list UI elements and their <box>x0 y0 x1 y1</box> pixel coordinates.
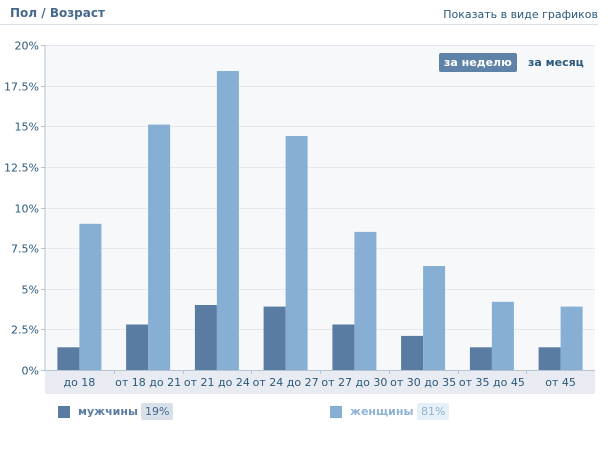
x-tick-label: от 24 до 27 <box>253 376 319 389</box>
x-tick-label: от 27 до 30 <box>321 376 387 389</box>
y-tick-label: 12.5% <box>4 162 39 175</box>
y-tick-label: 0% <box>22 365 39 378</box>
legend-share-male: 19% <box>141 403 174 420</box>
header: Пол / Возраст Показать в виде графиков <box>0 0 598 25</box>
bar-male <box>57 347 80 371</box>
x-tick-label: от 35 до 45 <box>459 376 525 389</box>
bar-male <box>332 324 355 370</box>
period-week-button[interactable]: за неделю <box>439 53 517 72</box>
show-as-graphs-link[interactable]: Показать в виде графиков <box>443 8 598 21</box>
bar-female <box>560 306 583 370</box>
y-tick-label: 5% <box>22 284 39 297</box>
bar-male <box>263 306 286 370</box>
bar-female <box>148 124 171 370</box>
y-tick-label: 20% <box>15 40 39 53</box>
bar-female <box>354 231 377 370</box>
period-month-button[interactable]: за месяц <box>528 56 584 69</box>
bar-male <box>469 347 492 371</box>
y-tick-label: 7.5% <box>11 243 39 256</box>
legend-swatch-male[interactable] <box>58 406 70 418</box>
y-tick-label: 15% <box>15 121 39 134</box>
bar-male <box>401 335 424 370</box>
y-tick-label: 10% <box>15 203 39 216</box>
x-tick-label: от 18 до 21 <box>115 376 181 389</box>
bar-male <box>126 324 149 370</box>
bar-female <box>423 266 446 370</box>
legend-label-male[interactable]: мужчины <box>78 405 138 418</box>
bars <box>57 71 583 371</box>
legend-label-female[interactable]: женщины <box>350 405 414 418</box>
grid-lines <box>45 45 595 330</box>
legend-swatch-female[interactable] <box>330 406 342 418</box>
page-title: Пол / Возраст <box>10 6 105 20</box>
bar-male <box>538 347 561 371</box>
y-axis-ticks: 0% 2.5% 5% 7.5% 10% 12.5% 15% 17.5% 20% <box>4 40 45 378</box>
x-axis-ticks: до 18 от 18 до 21 от 21 до 24 от 24 до 27 от… <box>63 370 576 389</box>
y-tick-label: 2.5% <box>11 324 39 337</box>
x-tick-label: до 18 <box>63 376 95 389</box>
bar-male <box>194 305 217 370</box>
bar-female <box>79 223 102 371</box>
bar-female <box>216 71 239 370</box>
x-tick-label: от 30 до 35 <box>390 376 456 389</box>
bar-female <box>285 136 308 370</box>
bar-chart: 0% 2.5% 5% 7.5% 10% 12.5% 15% 17.5% 20% до 18 от … <box>4 40 595 394</box>
bar-female <box>491 301 514 371</box>
x-tick-label: от 45 <box>545 376 576 389</box>
legend-share-female: 81% <box>417 403 450 420</box>
x-tick-label: от 21 до 24 <box>184 376 250 389</box>
y-tick-label: 17.5% <box>4 81 39 94</box>
